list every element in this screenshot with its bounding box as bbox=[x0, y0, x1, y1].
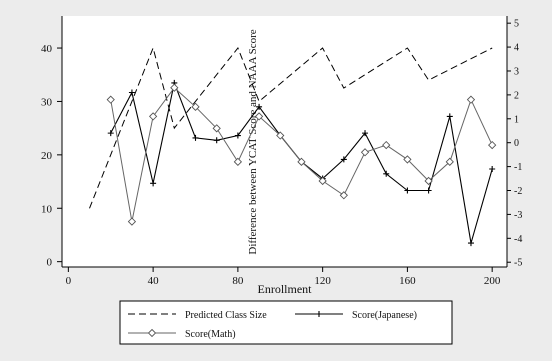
data-point-score-math bbox=[106, 95, 115, 104]
data-point-score-japanese bbox=[425, 187, 432, 194]
data-point-score-japanese bbox=[256, 103, 263, 110]
data-point-score-japanese bbox=[362, 130, 369, 137]
y-tick-label-right: 1 bbox=[514, 114, 519, 125]
y-tick-label-right: -5 bbox=[514, 258, 522, 269]
data-point-score-math bbox=[170, 83, 179, 92]
data-point-score-japanese bbox=[404, 187, 411, 194]
data-point-score-math bbox=[318, 176, 327, 186]
data-point-score-japanese bbox=[446, 113, 453, 120]
y-tick-label-right: 4 bbox=[514, 43, 519, 54]
legend-label-predicted-class-size: Predicted Class Size bbox=[185, 310, 267, 321]
x-tick-label: 0 bbox=[66, 275, 72, 287]
y-tick-label-right: 0 bbox=[514, 138, 519, 149]
legend-marker-score-japanese bbox=[316, 311, 322, 317]
data-point-score-math bbox=[403, 155, 412, 164]
legend-box bbox=[119, 300, 453, 345]
data-point-score-math bbox=[191, 102, 200, 111]
data-point-score-japanese bbox=[128, 89, 135, 96]
y-tick-label-right: -2 bbox=[514, 186, 522, 197]
data-point-score-math bbox=[488, 140, 497, 150]
y2-axis-title: Difference between YCAT Score and NAAA S… bbox=[247, 29, 259, 254]
data-point-score-japanese bbox=[192, 134, 199, 141]
data-point-score-math bbox=[127, 217, 137, 226]
legend: Predicted Class Size Score(Japanese) Score… bbox=[119, 300, 453, 345]
data-point-score-japanese bbox=[467, 240, 474, 247]
data-point-score-math bbox=[254, 112, 264, 121]
legend-label-score-japanese: Score(Japanese) bbox=[352, 310, 417, 321]
x-tick-label: 80 bbox=[232, 275, 244, 287]
data-point-score-japanese bbox=[213, 137, 220, 144]
data-point-score-math bbox=[360, 148, 370, 157]
data-point-score-japanese bbox=[383, 170, 390, 177]
data-point-score-math bbox=[233, 157, 243, 166]
data-point-score-japanese bbox=[340, 156, 347, 163]
y-tick-label-left: 30 bbox=[41, 96, 53, 108]
x-tick-label: 160 bbox=[399, 275, 416, 287]
y-tick-label-right: -1 bbox=[514, 162, 522, 173]
series-line-predicted-class-size bbox=[89, 46, 493, 209]
x-tick-label: 200 bbox=[484, 275, 501, 287]
data-point-score-math bbox=[382, 140, 391, 150]
data-point-score-math bbox=[339, 191, 348, 200]
y-tick-label-right: 3 bbox=[514, 66, 519, 77]
data-point-score-math bbox=[148, 112, 158, 121]
data-point-score-math bbox=[276, 131, 285, 140]
data-point-score-japanese bbox=[107, 130, 114, 137]
y-tick-label-left: 0 bbox=[47, 257, 53, 269]
x-tick-label: 40 bbox=[148, 275, 160, 287]
x-tick-label: 120 bbox=[314, 275, 331, 287]
y-tick-label-right: -3 bbox=[514, 210, 522, 221]
data-point-score-math bbox=[424, 176, 433, 186]
data-point-score-japanese bbox=[234, 132, 241, 139]
series-layer bbox=[89, 46, 497, 247]
x-axis-title: Enrollment bbox=[258, 282, 313, 296]
y-tick-label-left: 10 bbox=[41, 203, 53, 215]
data-point-score-math bbox=[212, 124, 221, 133]
data-point-score-japanese bbox=[150, 180, 157, 187]
axes-layer: 0 40 80 120 160 200010203040543210-1-2-3-4-5E… bbox=[41, 16, 522, 296]
legend-marker-score-math bbox=[147, 328, 157, 338]
y-tick-label-left: 40 bbox=[41, 43, 53, 55]
data-point-score-math bbox=[297, 157, 306, 166]
data-point-score-japanese bbox=[489, 165, 496, 172]
y-tick-label-right: 2 bbox=[514, 90, 519, 101]
y-tick-label-right: -4 bbox=[514, 234, 522, 245]
legend-label-score-math: Score(Math) bbox=[185, 329, 236, 340]
data-point-score-math bbox=[445, 157, 454, 166]
y-tick-label-left: 20 bbox=[41, 150, 53, 162]
data-point-score-math bbox=[466, 95, 476, 104]
y-tick-label-right: 5 bbox=[514, 19, 519, 30]
